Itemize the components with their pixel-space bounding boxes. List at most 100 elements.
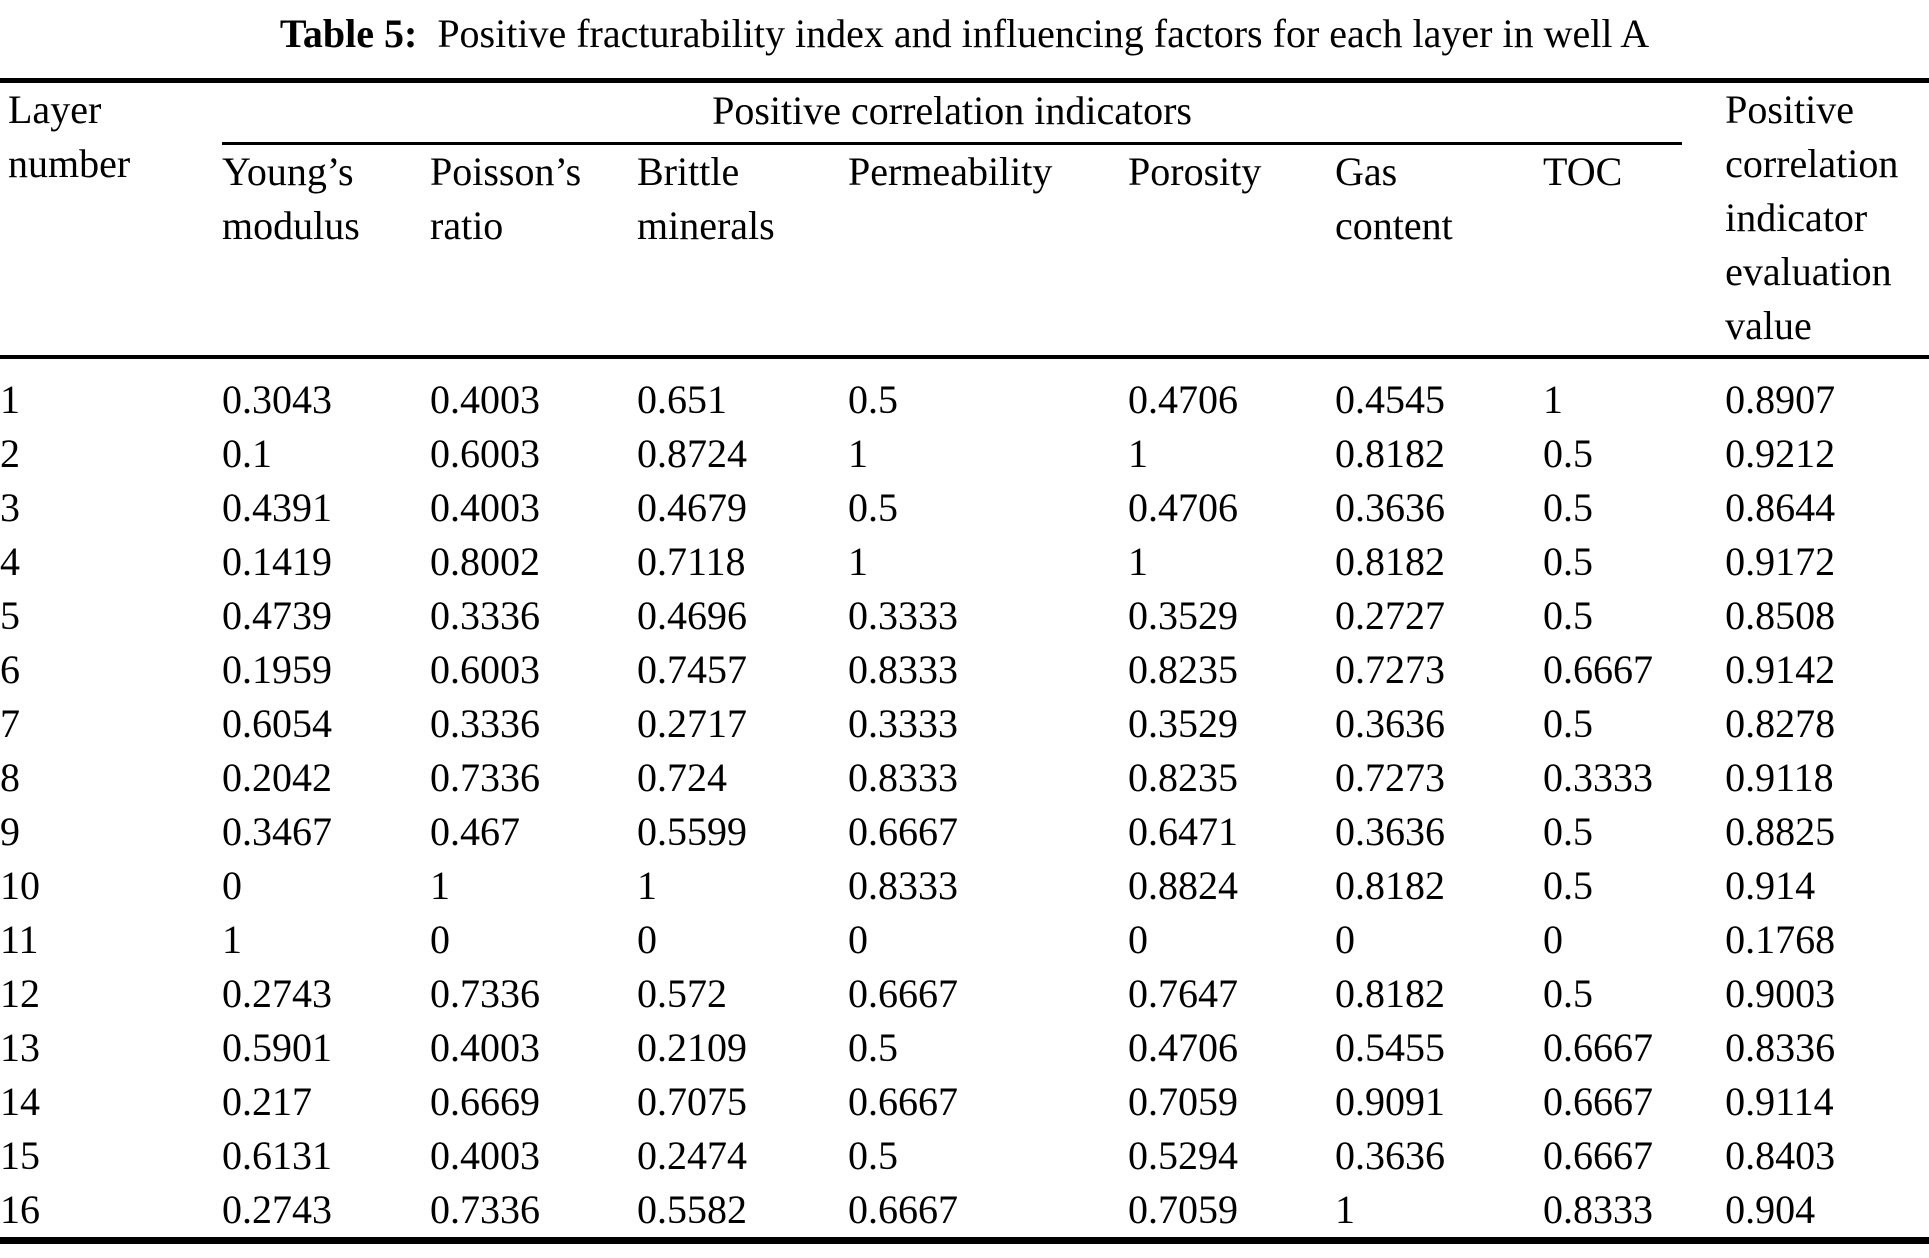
indicator-value-cell: 0.5 <box>1543 863 1593 908</box>
indicator-value-cell: 1 <box>1128 431 1148 476</box>
indicator-value-cell: 0.5 <box>848 377 898 422</box>
indicator-value-cell: 0.7273 <box>1335 647 1445 692</box>
evaluation-value-header: Positive correlation indicator evaluatio… <box>1725 80 1929 359</box>
layer-number-cell: 2 <box>0 431 20 476</box>
layer-number-header: Layer number <box>0 80 222 359</box>
indicator-value-cell: 0.6667 <box>1543 647 1653 692</box>
indicator-value-cell: 0.1959 <box>222 647 332 692</box>
indicator-value-cell: 0.7457 <box>637 647 747 692</box>
indicator-value-cell: 0.6003 <box>430 647 540 692</box>
table-row: 15 0.6131 0.4003 0.2474 0.5 0.5294 0.3636 0.666… <box>0 1129 1929 1183</box>
indicator-value-cell: 0.3333 <box>1543 755 1653 800</box>
indicator-value-cell: 0.4706 <box>1128 485 1238 530</box>
layer-number-cell: 5 <box>0 593 20 638</box>
column-header: Gas content <box>1335 145 1543 359</box>
table-row: 3 0.4391 0.4003 0.4679 0.5 0.4706 0.3636 0.5 0.8… <box>0 481 1929 535</box>
indicator-value-cell: 0.4706 <box>1128 377 1238 422</box>
table-row: 1 0.3043 0.4003 0.651 0.5 0.4706 0.4545 1 0.8907 <box>0 357 1929 427</box>
indicator-value-cell: 0.5 <box>1543 431 1593 476</box>
indicator-value-cell: 0.7647 <box>1128 971 1238 1016</box>
sub-header-row: Young’s modulus Poisson’s ratio Brittle miner… <box>0 145 1929 359</box>
table-body: 1 0.3043 0.4003 0.651 0.5 0.4706 0.4545 1 0.8907… <box>0 357 1929 1241</box>
layer-number-cell: 3 <box>0 485 20 530</box>
indicator-value-cell: 0.4545 <box>1335 377 1445 422</box>
indicator-value-cell: 0 <box>1128 917 1148 962</box>
indicator-value-cell: 0.7336 <box>430 755 540 800</box>
indicator-value-cell: 0.3336 <box>430 701 540 746</box>
indicator-value-cell: 0.3636 <box>1335 701 1445 746</box>
indicator-value-cell: 0.5599 <box>637 809 747 854</box>
layer-number-cell: 13 <box>0 1025 40 1070</box>
column-header: Young’s modulus <box>222 145 430 359</box>
indicator-value-cell: 0.3529 <box>1128 593 1238 638</box>
indicator-value-cell: 0.4706 <box>1128 1025 1238 1070</box>
indicator-value-cell: 0.6667 <box>848 809 958 854</box>
indicator-value-cell: 0.5 <box>1543 971 1593 1016</box>
table-row: 5 0.4739 0.3336 0.4696 0.3333 0.3529 0.2727 0.5… <box>0 589 1929 643</box>
indicator-value-cell: 0.6054 <box>222 701 332 746</box>
table-caption: Table 5: Positive fracturability index an… <box>0 0 1929 78</box>
indicator-value-cell: 1 <box>1335 1187 1355 1232</box>
evaluation-value-cell: 0.9118 <box>1725 755 1834 800</box>
indicator-value-cell: 0.6667 <box>1543 1025 1653 1070</box>
layer-number-cell: 9 <box>0 809 20 854</box>
indicator-value-cell: 0.8333 <box>848 647 958 692</box>
indicator-value-cell: 0.4391 <box>222 485 332 530</box>
indicator-value-cell: 1 <box>1543 377 1563 422</box>
indicator-value-cell: 0.3467 <box>222 809 332 854</box>
indicator-value-cell: 0.8333 <box>848 755 958 800</box>
indicator-value-cell: 0.4003 <box>430 1025 540 1070</box>
indicator-value-cell: 0.5 <box>1543 539 1593 584</box>
indicator-value-cell: 0.2042 <box>222 755 332 800</box>
table-row: 7 0.6054 0.3336 0.2717 0.3333 0.3529 0.3636 0.5… <box>0 697 1929 751</box>
indicator-value-cell: 0.5 <box>1543 809 1593 854</box>
indicator-value-cell: 0.7336 <box>430 971 540 1016</box>
layer-number-cell: 16 <box>0 1187 40 1232</box>
indicator-value-cell: 0.651 <box>637 377 727 422</box>
evaluation-value-cell: 0.9142 <box>1725 647 1836 692</box>
evaluation-value-cell: 0.9003 <box>1725 971 1836 1016</box>
indicator-value-cell: 0.3333 <box>848 593 958 638</box>
indicator-value-cell: 0.4739 <box>222 593 332 638</box>
evaluation-value-cell: 0.8825 <box>1725 809 1836 854</box>
table-row: 4 0.1419 0.8002 0.7118 1 1 0.8182 0.5 0.9172 <box>0 535 1929 589</box>
indicator-value-cell: 0.217 <box>222 1079 312 1124</box>
indicator-value-cell: 0.5582 <box>637 1187 747 1232</box>
evaluation-value-cell: 0.9172 <box>1725 539 1836 584</box>
indicator-value-cell: 0.6669 <box>430 1079 540 1124</box>
indicator-value-cell: 0.4679 <box>637 485 747 530</box>
indicator-value-cell: 0.3636 <box>1335 1133 1445 1178</box>
indicator-value-cell: 0.8724 <box>637 431 747 476</box>
table-row: 10 0 1 1 0.8333 0.8824 0.8182 0.5 0.914 <box>0 859 1929 913</box>
indicator-value-cell: 1 <box>1128 539 1148 584</box>
indicator-value-cell: 0 <box>222 863 242 908</box>
indicator-value-cell: 0.724 <box>637 755 727 800</box>
evaluation-value-cell: 0.9114 <box>1725 1079 1834 1124</box>
indicator-value-cell: 0.5 <box>1543 593 1593 638</box>
table-row: 11 1 0 0 0 0 0 0 0.1768 <box>0 913 1929 967</box>
fracturability-table: Layer number Positive correlation indica… <box>0 78 1929 1244</box>
indicator-value-cell: 0.5 <box>848 1025 898 1070</box>
table-row: 6 0.1959 0.6003 0.7457 0.8333 0.8235 0.7273 0.6… <box>0 643 1929 697</box>
layer-number-cell: 7 <box>0 701 20 746</box>
evaluation-value-cell: 0.914 <box>1725 863 1816 908</box>
indicator-value-cell: 0.2717 <box>637 701 747 746</box>
indicator-value-cell: 0.2474 <box>637 1133 747 1178</box>
evaluation-value-cell: 0.8336 <box>1725 1025 1836 1070</box>
indicator-value-cell: 0.3636 <box>1335 485 1445 530</box>
indicator-value-cell: 0.7059 <box>1128 1079 1238 1124</box>
indicator-value-cell: 0.4696 <box>637 593 747 638</box>
indicator-value-cell: 0.6003 <box>430 431 540 476</box>
indicator-value-cell: 0.8182 <box>1335 431 1445 476</box>
layer-number-cell: 8 <box>0 755 20 800</box>
indicator-value-cell: 0.6667 <box>848 1079 958 1124</box>
indicator-value-cell: 0.6667 <box>1543 1133 1653 1178</box>
indicator-value-cell: 0.9091 <box>1335 1079 1445 1124</box>
column-header: Brittle minerals <box>637 145 848 359</box>
table-row: 8 0.2042 0.7336 0.724 0.8333 0.8235 0.7273 0.33… <box>0 751 1929 805</box>
indicator-value-cell: 1 <box>848 539 868 584</box>
evaluation-value-cell: 0.9212 <box>1725 431 1836 476</box>
indicator-value-cell: 0.4003 <box>430 377 540 422</box>
indicator-value-cell: 0.8824 <box>1128 863 1238 908</box>
column-header: Poisson’s ratio <box>430 145 637 359</box>
